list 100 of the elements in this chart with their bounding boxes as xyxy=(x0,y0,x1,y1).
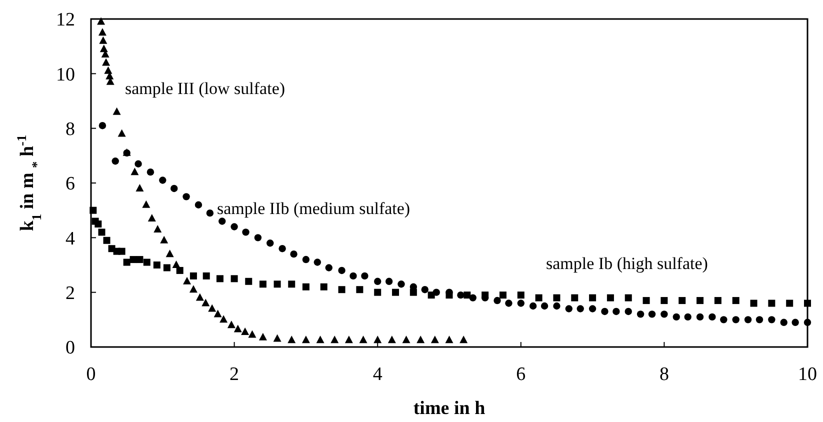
point xyxy=(183,276,192,284)
point xyxy=(421,286,428,294)
point xyxy=(792,318,799,326)
y-tick-label: 2 xyxy=(66,282,75,304)
point xyxy=(216,275,224,282)
point xyxy=(266,240,274,247)
point xyxy=(660,310,668,318)
point xyxy=(768,316,776,324)
point xyxy=(245,278,252,285)
point xyxy=(708,313,716,321)
point xyxy=(714,297,722,304)
point xyxy=(160,236,168,244)
point xyxy=(112,107,121,115)
point xyxy=(190,272,197,280)
point xyxy=(136,256,144,264)
point xyxy=(302,283,310,290)
point xyxy=(505,300,512,307)
point xyxy=(330,336,339,344)
point xyxy=(136,184,144,192)
point xyxy=(636,310,644,318)
point xyxy=(588,305,596,312)
point xyxy=(571,294,578,302)
y-tick-label: 10 xyxy=(56,64,75,86)
point xyxy=(153,262,160,268)
point xyxy=(732,297,740,304)
point xyxy=(143,258,150,266)
point xyxy=(385,278,393,285)
point xyxy=(274,280,281,288)
point xyxy=(768,300,776,307)
point xyxy=(606,294,614,302)
point xyxy=(230,223,238,230)
point xyxy=(290,250,298,258)
point xyxy=(202,298,210,306)
series-label: sample Ib (high sulfate) xyxy=(546,254,708,273)
point xyxy=(660,297,668,304)
point xyxy=(148,214,156,222)
point xyxy=(302,336,310,344)
point xyxy=(576,305,584,312)
point xyxy=(302,256,310,264)
point xyxy=(202,272,210,280)
point xyxy=(388,336,396,344)
y-tick-label: 4 xyxy=(66,228,76,250)
point xyxy=(535,294,542,302)
point xyxy=(756,316,764,324)
point xyxy=(482,292,489,299)
point xyxy=(648,310,656,318)
point xyxy=(589,294,596,302)
point xyxy=(398,280,405,288)
point xyxy=(750,300,758,307)
x-axis-title: time in h xyxy=(413,398,486,419)
point xyxy=(278,245,286,252)
y-tick-label: 6 xyxy=(66,174,75,195)
point xyxy=(176,266,184,274)
point xyxy=(672,313,680,321)
point xyxy=(601,308,608,316)
point xyxy=(565,305,573,312)
point xyxy=(230,275,238,282)
point xyxy=(242,228,250,236)
y-tick-label: 0 xyxy=(66,338,75,359)
point xyxy=(804,318,812,326)
point xyxy=(786,300,794,307)
point xyxy=(457,291,464,299)
x-tick-label: 10 xyxy=(798,364,817,385)
point xyxy=(159,176,166,184)
point xyxy=(410,288,417,296)
point xyxy=(338,286,346,294)
point xyxy=(316,336,324,344)
point xyxy=(445,336,454,344)
point xyxy=(214,310,222,318)
x-tick-label: 4 xyxy=(372,364,383,385)
point xyxy=(361,272,368,280)
x-tick-label: 8 xyxy=(659,364,669,385)
point xyxy=(288,280,296,288)
point xyxy=(374,336,382,344)
point xyxy=(517,300,524,307)
point xyxy=(460,336,468,344)
point xyxy=(553,302,560,310)
point xyxy=(234,324,242,332)
point xyxy=(416,336,425,344)
point xyxy=(374,288,382,296)
point xyxy=(90,206,97,214)
point xyxy=(258,332,267,340)
point xyxy=(744,316,752,324)
point xyxy=(344,336,353,344)
point xyxy=(517,292,524,299)
point xyxy=(146,168,154,176)
point xyxy=(350,272,357,280)
x-tick-label: 6 xyxy=(516,364,526,385)
point xyxy=(98,122,106,130)
point xyxy=(499,292,506,299)
point xyxy=(99,36,108,44)
point xyxy=(529,302,537,310)
point xyxy=(194,201,202,208)
point xyxy=(804,300,811,307)
point xyxy=(123,258,130,266)
point xyxy=(134,160,142,168)
point xyxy=(112,158,119,165)
point xyxy=(97,17,106,25)
point xyxy=(469,294,476,302)
x-tick-label: 0 xyxy=(86,364,96,385)
